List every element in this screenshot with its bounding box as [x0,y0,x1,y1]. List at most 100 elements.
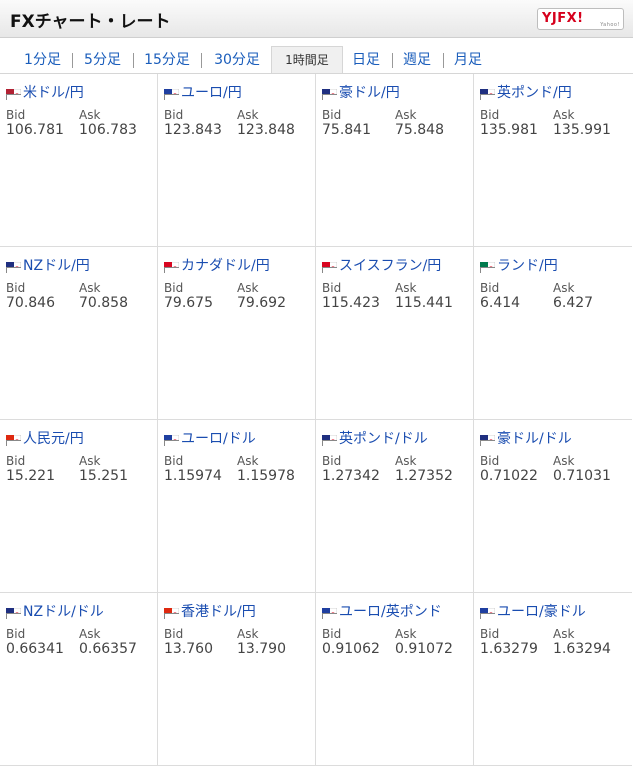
price-chart[interactable] [479,324,631,414]
tab-30min[interactable]: 30分足 [214,52,260,68]
pair-name: 英ポンド/円 [497,85,572,101]
bid-label: Bid [6,454,26,468]
ask-value: 79.692 [237,295,286,311]
price-chart[interactable] [479,151,631,241]
chart-frame [164,440,275,501]
price-chart[interactable] [321,670,473,760]
rate-grid: 107.2107106.89:0021:009:00米ドル/円BidAsk106… [0,74,633,767]
price-chart[interactable] [321,497,473,587]
bid-label: Bid [6,627,26,641]
flag-icon: 15.315.2515.29:0021:009:00 [5,431,145,513]
ask-label: Ask [237,108,259,122]
rate-cell: 71.671.471.27170.89:0021:009:00NZドル/円 Bid… [0,247,158,420]
tab-daily[interactable]: 日足 [352,52,380,68]
flag-icon: 115.6115.4115.2115114.89:0021:009:00 [321,258,461,340]
tab-5min[interactable]: 5分足 [84,52,121,68]
ask-value: 70.858 [79,295,128,311]
tab-divider [201,53,202,68]
tab-15min[interactable]: 15分足 [144,52,190,68]
ask-label: Ask [237,281,259,295]
flag-icon: 6.56.456.49:0021:009:00 [479,258,614,340]
rate-cell: 8079.879.69:0021:009:00カナダドル/円BidAsk79.6… [158,247,316,420]
flag-icon: 124.2124123.8123.69:0021:009:00 [163,85,303,167]
price-chart[interactable] [479,670,631,760]
price-chart[interactable] [163,497,315,587]
tab-weekly[interactable]: 週足 [403,52,431,68]
ask-value: 123.848 [237,122,295,138]
ask-label: Ask [395,108,417,122]
chart-frame [164,267,275,328]
tab-1min[interactable]: 1分足 [24,52,61,68]
rate-cell: 124.2124123.8123.69:0021:009:00ユーロ/円 Bid A… [158,74,316,247]
chart-frame [480,440,591,501]
bid-value: 1.63279 [480,641,538,657]
bid-value: 1.15974 [164,468,222,484]
bid-label: Bid [322,627,342,641]
rate-cell: 107.2107106.89:0021:009:00米ドル/円BidAsk106… [0,74,158,247]
ask-value: 1.27352 [395,468,453,484]
rate-cell: 115.6115.4115.2115114.89:0021:009:00スイスフ… [316,247,474,420]
bid-value: 135.981 [480,122,538,138]
ask-label: Ask [79,627,101,641]
price-chart[interactable] [5,670,157,760]
pair-name: NZドル/ドル [23,604,104,620]
rate-cell: 1.6351.631.6251.629:0021:009:00ユーロ/豪ドル Bi… [474,593,632,766]
rate-cell: 6.56.456.49:0021:009:00ランド/円 Bid Ask 6.414 6… [474,247,632,420]
rate-cell: 1.2761.2741.2721.271.2689:0021:009:00英ポン… [316,420,474,593]
tab-monthly[interactable]: 月足 [454,52,482,68]
price-chart[interactable] [321,324,473,414]
chart-frame [6,440,117,501]
bid-value: 79.675 [164,295,213,311]
flag-icon: 1.1621.161.1581.1561.1549:0021:009:00 [163,431,303,513]
ask-label: Ask [79,454,101,468]
bid-label: Bid [480,281,500,295]
price-chart[interactable] [163,670,315,760]
price-chart[interactable] [5,497,157,587]
bid-label: Bid [322,281,342,295]
tab-divider [443,53,444,68]
chart-frame [6,94,117,155]
ask-value: 15.251 [79,468,128,484]
flag-icon: 71.671.471.27170.89:0021:009:00 [5,258,140,340]
flag-icon: 107.2107106.89:0021:009:00 [5,85,145,167]
price-chart[interactable] [5,151,157,241]
ask-value: 0.71031 [553,468,611,484]
ask-label: Ask [553,454,575,468]
rate-cell: 13.8213.813.7813.769:0021:009:00香港ドル/円 Bi… [158,593,316,766]
chart-frame [480,267,591,328]
bid-value: 115.423 [322,295,380,311]
price-chart[interactable] [163,324,315,414]
chart-frame [322,440,433,501]
chart-frame [6,613,117,674]
pair-name: 人民元/円 [23,431,84,447]
tab-divider [392,53,393,68]
ask-value: 135.991 [553,122,611,138]
price-chart[interactable] [321,151,473,241]
price-chart[interactable] [479,497,631,587]
ask-value: 13.790 [237,641,286,657]
ask-value: 75.848 [395,122,444,138]
chart-frame [480,94,591,155]
pair-name: NZドル/円 [23,258,90,274]
flag-icon: 76.676.476.27675.89:0021:009:00 [321,85,456,167]
price-chart[interactable] [163,151,315,241]
tabs-underline [0,73,633,74]
rate-cell: 15.315.2515.29:0021:009:00人民元/円BidAsk15.… [0,420,158,593]
rate-cell: 0.6680.6660.6649:0021:009:00NZドル/ドル Bid As… [0,593,158,766]
yjfx-logo[interactable]: YJFX! Yahoo! [537,8,624,30]
timeframe-tabs: 1分足 5分足 15分足 30分足 1時間足 日足 週足 月足 [0,38,633,75]
bid-label: Bid [480,108,500,122]
pair-name: ユーロ/英ポンド [339,604,442,620]
rate-cell: 0.9120.910.9089:0021:009:00ユーロ/英ポンド Bid As… [316,593,474,766]
flag-icon: 8079.879.69:0021:009:00 [163,258,298,340]
bid-label: Bid [164,108,184,122]
tab-1hour[interactable]: 1時間足 [271,46,343,74]
bid-value: 1.27342 [322,468,380,484]
bid-value: 123.843 [164,122,222,138]
logo-subtext: Yahoo! [600,22,620,28]
bid-value: 15.221 [6,468,55,484]
chart-frame [164,613,275,674]
flag-icon: 13.8213.813.7813.769:0021:009:00 [163,604,303,686]
ask-value: 115.441 [395,295,453,311]
price-chart[interactable] [5,324,157,414]
